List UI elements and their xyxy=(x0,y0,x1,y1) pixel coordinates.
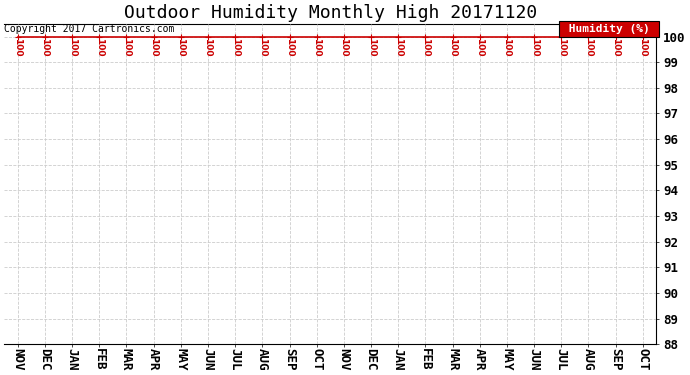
Text: 100: 100 xyxy=(95,38,103,56)
Text: 100: 100 xyxy=(448,38,457,56)
Text: 100: 100 xyxy=(502,38,511,56)
Text: 100: 100 xyxy=(13,38,22,56)
Text: 100: 100 xyxy=(230,38,239,56)
Text: 100: 100 xyxy=(68,38,77,56)
Text: 100: 100 xyxy=(530,38,539,56)
Text: 100: 100 xyxy=(41,38,50,56)
Text: 100: 100 xyxy=(475,38,484,56)
Text: 100: 100 xyxy=(638,38,647,56)
Text: Humidity (%): Humidity (%) xyxy=(562,24,656,34)
Text: 100: 100 xyxy=(312,38,321,56)
Text: 100: 100 xyxy=(122,38,131,56)
Text: 100: 100 xyxy=(557,38,566,56)
Text: 100: 100 xyxy=(421,38,430,56)
Text: 100: 100 xyxy=(366,38,375,56)
Text: 100: 100 xyxy=(204,38,213,56)
Text: 100: 100 xyxy=(258,38,267,56)
Text: 100: 100 xyxy=(339,38,348,56)
Title: Outdoor Humidity Monthly High 20171120: Outdoor Humidity Monthly High 20171120 xyxy=(124,4,537,22)
Text: 100: 100 xyxy=(149,38,158,56)
Text: Copyright 2017 Cartronics.com: Copyright 2017 Cartronics.com xyxy=(4,24,175,34)
Text: 100: 100 xyxy=(611,38,620,56)
Text: 100: 100 xyxy=(394,38,403,56)
Text: 100: 100 xyxy=(177,38,186,56)
Text: 100: 100 xyxy=(285,38,294,56)
Text: 100: 100 xyxy=(584,38,593,56)
